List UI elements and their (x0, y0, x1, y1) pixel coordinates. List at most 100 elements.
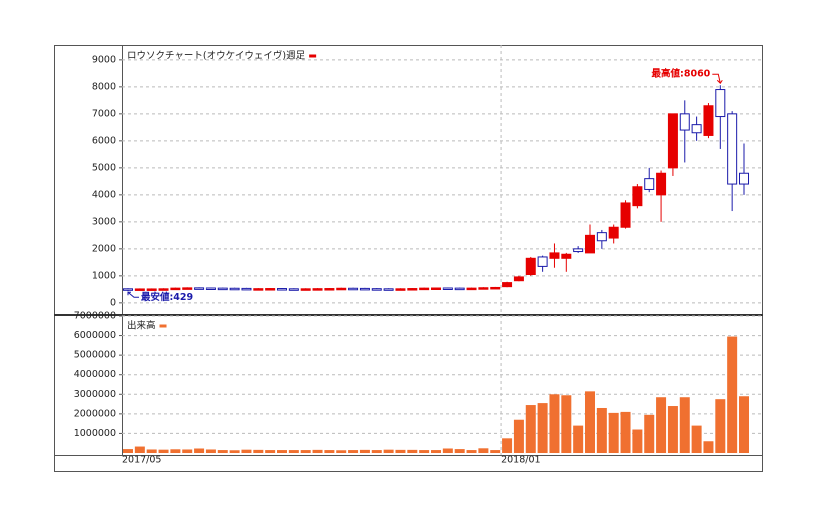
y-tick-label: 8000 (92, 81, 116, 92)
candle-body (585, 234, 595, 254)
bar (502, 438, 513, 453)
candle-body (442, 287, 453, 290)
y-tick-label: 2000000 (74, 408, 116, 419)
bar (324, 450, 335, 453)
bar (371, 450, 382, 453)
candle-body (502, 282, 513, 288)
x-tick-label: 2018/01 (501, 455, 540, 466)
candle-body (182, 287, 193, 290)
candle-body (490, 286, 501, 290)
legend-swatch (309, 54, 317, 58)
candle-body (371, 288, 382, 291)
bar (312, 449, 323, 453)
candle-body (205, 287, 216, 290)
legend-swatch (159, 324, 167, 328)
candle-body (549, 252, 560, 259)
y-tick-label: 7000000 (74, 311, 116, 322)
candle-body (383, 288, 394, 291)
bar (691, 425, 702, 453)
candle-body (194, 287, 205, 290)
candle-body (288, 288, 299, 291)
bar (194, 448, 205, 453)
bar (679, 397, 690, 453)
y-tick-label: 3000 (92, 216, 116, 227)
candle-body (134, 288, 145, 291)
bar (573, 425, 584, 453)
bar (620, 411, 631, 453)
bar (608, 412, 619, 453)
bar (229, 450, 240, 453)
bar (359, 449, 370, 453)
bar (727, 336, 738, 453)
annotation: 最安値:429 (141, 291, 193, 303)
candle-body (561, 253, 572, 259)
bar (348, 450, 359, 453)
annotation: 最高値:8060 (652, 68, 711, 80)
annotation-arrow (712, 73, 723, 85)
bar (419, 450, 430, 453)
candle-body (644, 178, 655, 190)
bar (336, 450, 347, 453)
bar (549, 394, 560, 453)
candle-body (739, 172, 749, 185)
x-tick-label: 2017/05 (122, 455, 161, 466)
candle-body (454, 287, 465, 291)
candle-body (596, 232, 607, 242)
y-tick-label: 0 (110, 297, 116, 308)
candle-body (123, 288, 133, 291)
candle-body (691, 124, 702, 134)
y-tick-label: 5000 (92, 162, 116, 173)
y-tick-label: 4000000 (74, 369, 116, 380)
candle-body (656, 172, 667, 196)
candle-body (419, 287, 430, 291)
candle-body (217, 287, 228, 291)
candle-body (537, 256, 548, 267)
candle-body (513, 276, 524, 282)
candle-body (277, 288, 287, 291)
candle-body (573, 248, 584, 253)
bar (525, 405, 536, 453)
bar (205, 449, 216, 453)
y-tick-label: 1000000 (74, 428, 116, 439)
candle-body (253, 288, 264, 291)
bar (407, 449, 418, 453)
y-tick-label: 4000 (92, 189, 116, 200)
candle-body (620, 202, 631, 228)
bar (667, 406, 678, 453)
candle-body (715, 89, 726, 118)
y-tick-label: 1000 (92, 270, 116, 281)
bar (513, 419, 524, 453)
bar (703, 441, 714, 453)
bar (644, 414, 655, 453)
candle-body (324, 288, 335, 291)
candle-body (703, 105, 714, 136)
bar (490, 450, 501, 453)
candle-body (265, 288, 276, 291)
candle-body (608, 226, 619, 239)
candle-body (679, 113, 690, 131)
bar (596, 407, 607, 453)
candle-body (525, 257, 536, 275)
candle-body (395, 288, 406, 291)
candle-body (229, 287, 240, 291)
bar (300, 450, 311, 453)
candle-body (478, 287, 489, 290)
candle-body (300, 288, 311, 291)
bar (158, 449, 169, 453)
candle-body (431, 287, 441, 290)
frame (54, 45, 763, 472)
y-tick-label: 5000000 (74, 350, 116, 361)
bar (277, 450, 287, 453)
bar (715, 399, 726, 453)
candle-body (158, 288, 169, 291)
panel-title: ロウソクチャート(オウケイウェイヴ)週足 (127, 50, 306, 62)
candle-body (359, 287, 370, 291)
bar (288, 450, 299, 453)
bar (454, 449, 465, 453)
bar (395, 449, 406, 453)
y-tick-label: 9000 (92, 54, 116, 65)
bar (656, 397, 667, 453)
bar (442, 448, 453, 453)
y-tick-label: 2000 (92, 243, 116, 254)
bar (182, 449, 193, 453)
